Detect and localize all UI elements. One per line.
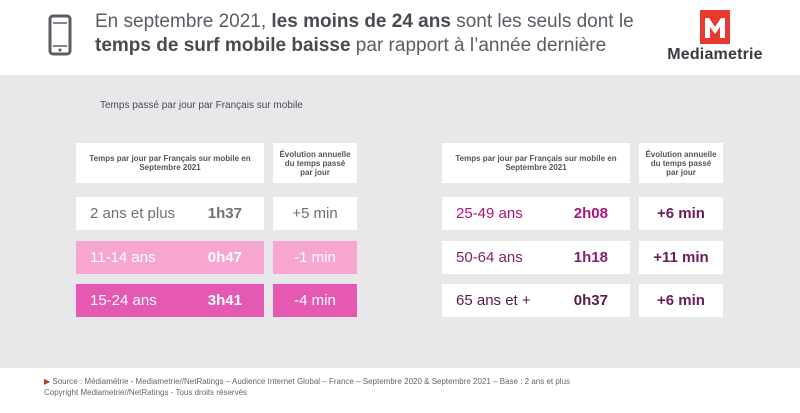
- smartphone-icon: [48, 14, 72, 56]
- source-note: ▶ Source : Médiamétrie - Mediametrie//Ne…: [44, 376, 570, 398]
- time-value: 2h08: [573, 205, 608, 222]
- table-row: 25-49 ans 2h08: [442, 197, 630, 230]
- age-label: 2 ans et plus: [90, 205, 176, 222]
- logo-mark-icon: [700, 10, 730, 44]
- table-row: 65 ans et + 0h37: [442, 284, 630, 317]
- left-evo-header: Évolution annuelle du temps passé par jo…: [273, 143, 357, 183]
- page-title: En septembre 2021, les moins de 24 ans s…: [95, 11, 634, 56]
- time-value: 1h37: [207, 205, 242, 222]
- header-bar: En septembre 2021, les moins de 24 ans s…: [0, 0, 800, 75]
- age-label: 65 ans et +: [456, 292, 531, 309]
- table-row: 2 ans et plus 1h37: [76, 197, 264, 230]
- mediametrie-logo: Mediametrie: [660, 8, 770, 68]
- time-value: 1h18: [573, 249, 608, 266]
- triangle-right-icon: ▶: [44, 377, 51, 386]
- age-label: 50-64 ans: [456, 249, 523, 266]
- right-time-header: Temps par jour par Français sur mobile e…: [442, 143, 630, 183]
- table-row: 50-64 ans 1h18: [442, 241, 630, 274]
- copyright-text: Copyright Mediametrie//NetRatings - Tous…: [44, 388, 248, 397]
- table-row: 15-24 ans 3h41: [76, 284, 264, 317]
- evolution-value: -4 min: [273, 284, 357, 317]
- evolution-value: -1 min: [273, 241, 357, 274]
- table-row: 11-14 ans 0h47: [76, 241, 264, 274]
- evolution-value: +5 min: [273, 197, 357, 230]
- age-label: 15-24 ans: [90, 292, 157, 309]
- evolution-value: +6 min: [639, 197, 723, 230]
- source-text: Source : Médiamétrie - Mediametrie//NetR…: [52, 377, 571, 386]
- evolution-value: +11 min: [639, 241, 723, 274]
- age-label: 25-49 ans: [456, 205, 523, 222]
- evolution-value: +6 min: [639, 284, 723, 317]
- time-value: 0h47: [207, 249, 242, 266]
- footer-bar: [0, 368, 800, 413]
- right-evo-header: Évolution annuelle du temps passé par jo…: [639, 143, 723, 183]
- age-label: 11-14 ans: [90, 249, 156, 266]
- time-value: 0h37: [573, 292, 608, 309]
- time-value: 3h41: [207, 292, 242, 309]
- left-time-header: Temps par jour par Français sur mobile e…: [76, 143, 264, 183]
- chart-subtitle: Temps passé par jour par Français sur mo…: [100, 100, 303, 111]
- logo-text: Mediametrie: [667, 46, 763, 63]
